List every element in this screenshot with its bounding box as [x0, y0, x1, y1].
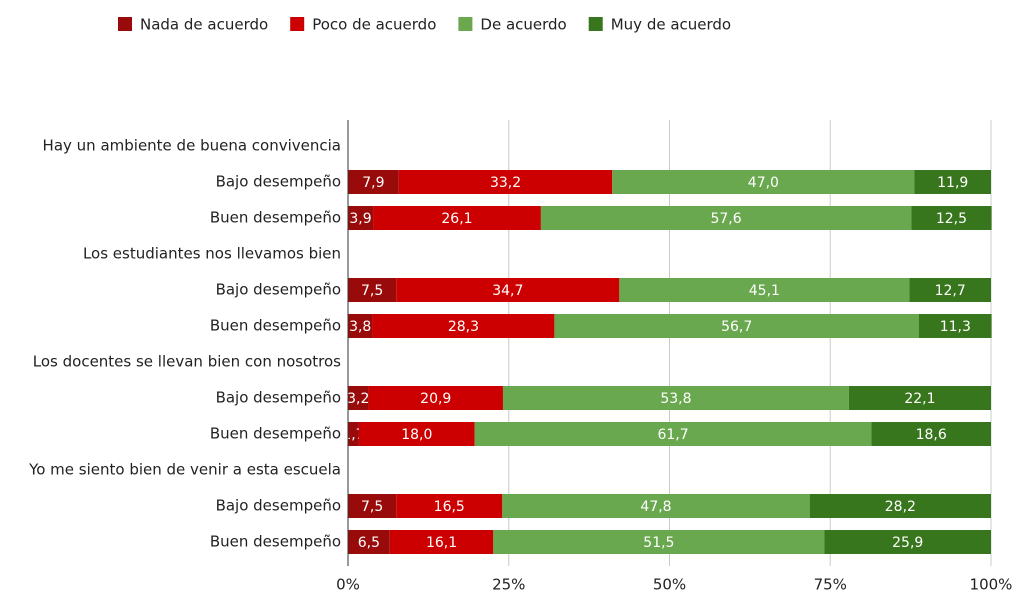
value-label: 12,7 [935, 283, 966, 299]
legend-swatch [588, 17, 603, 31]
value-label: 26,1 [441, 211, 472, 227]
bar-segment [398, 170, 613, 194]
value-label: 34,7 [492, 283, 523, 299]
bar-segment [348, 206, 374, 230]
value-label: 47,0 [748, 175, 779, 191]
bar-segment [389, 530, 494, 554]
value-label: 12,5 [936, 211, 967, 227]
y-tick-label: Buen desempeño [210, 209, 341, 227]
bar-segment [554, 314, 919, 338]
bar-segment [348, 278, 397, 302]
value-label: 3,2 [347, 391, 369, 407]
bar-segment [911, 206, 992, 230]
value-label: 11,3 [940, 319, 971, 335]
y-tick-label: Bajo desempeño [216, 281, 341, 299]
bar-segment [914, 170, 991, 194]
bar-segment [358, 422, 475, 446]
value-label: 18,6 [916, 427, 947, 443]
bar-segment [871, 422, 991, 446]
bar-segment [474, 422, 872, 446]
value-label: 7,5 [361, 499, 383, 515]
x-tick-label: 75% [814, 576, 847, 593]
value-label: 6,5 [358, 535, 380, 551]
bar-segment [502, 386, 849, 410]
y-tick-label: Los estudiantes nos llevamos bien [83, 245, 341, 263]
bar-segment [824, 530, 991, 554]
bar-segment [348, 422, 359, 446]
value-label: 3,8 [349, 319, 371, 335]
bar-segment [848, 386, 991, 410]
value-label: 7,9 [362, 175, 384, 191]
x-tick-label: 0% [336, 576, 360, 593]
y-tick-label: Bajo desempeño [216, 389, 341, 407]
legend-swatch [458, 17, 473, 31]
y-tick-label: Bajo desempeño [216, 497, 341, 515]
value-label: 28,3 [448, 319, 479, 335]
bar-segment [348, 494, 397, 518]
value-label: 51,5 [643, 535, 674, 551]
y-tick-label: Buen desempeño [210, 425, 341, 443]
bar-segment [372, 314, 555, 338]
bar-segment [612, 170, 915, 194]
value-label: 56,7 [721, 319, 752, 335]
bar-segment [909, 278, 991, 302]
y-tick-label: Buen desempeño [210, 317, 341, 335]
value-label: 45,1 [749, 283, 780, 299]
legend-label: Poco de acuerdo [312, 16, 436, 34]
y-tick-label: Los docentes se llevan bien con nosotros [33, 353, 341, 371]
x-tick-label: 50% [653, 576, 686, 593]
bar-segment [540, 206, 912, 230]
y-tick-label: Bajo desempeño [216, 173, 341, 191]
bar-segment [396, 278, 620, 302]
bar-segment [493, 530, 825, 554]
value-label: 53,8 [660, 391, 691, 407]
legend-label: Nada de acuerdo [140, 16, 268, 34]
value-label: 28,2 [885, 499, 916, 515]
value-label: 20,9 [420, 391, 451, 407]
value-label: 61,7 [657, 427, 688, 443]
bar-segment [348, 530, 390, 554]
bar-segment [502, 494, 810, 518]
value-label: 47,8 [640, 499, 671, 515]
legend-label: De acuerdo [480, 16, 566, 34]
value-label: 18,0 [401, 427, 432, 443]
bar-segment [348, 170, 399, 194]
value-label: 16,5 [434, 499, 465, 515]
value-label: 11,9 [937, 175, 968, 191]
x-tick-label: 25% [492, 576, 525, 593]
bar-segment [396, 494, 503, 518]
value-label: 16,1 [426, 535, 457, 551]
bar-segment [373, 206, 541, 230]
legend-swatch [118, 17, 132, 31]
y-tick-label: Hay un ambiente de buena convivencia [43, 137, 341, 155]
bar-segment [348, 386, 369, 410]
legend-swatch [290, 17, 305, 31]
value-label: 7,5 [361, 283, 383, 299]
x-tick-label: 100% [970, 576, 1013, 593]
bar-segment [348, 314, 373, 338]
bar-segment [619, 278, 910, 302]
y-tick-label: Yo me siento bien de venir a esta escuel… [28, 461, 341, 479]
value-label: 22,1 [904, 391, 935, 407]
value-label: 25,9 [892, 535, 923, 551]
value-label: 3,9 [349, 211, 371, 227]
y-tick-label: Buen desempeño [210, 533, 341, 551]
bar-segment [809, 494, 991, 518]
value-label: 33,2 [490, 175, 521, 191]
legend-label: Muy de acuerdo [611, 16, 731, 34]
bar-segment [368, 386, 503, 410]
value-label: 57,6 [710, 211, 741, 227]
bar-segment [918, 314, 992, 338]
